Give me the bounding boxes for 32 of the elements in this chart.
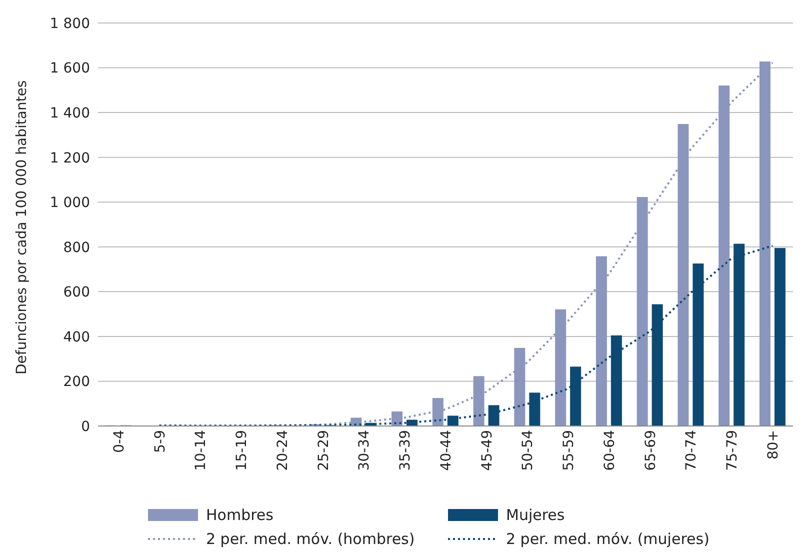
legend-label: 2 per. med. móv. (mujeres) [506,530,710,548]
x-tick-label: 35-39 [398,430,414,471]
x-tick-label: 5-9 [152,430,168,453]
x-tick-label: 50-54 [520,430,536,471]
y-tick-label: 0 [81,418,90,435]
y-tick-label: 1 400 [50,106,90,122]
x-tick-label: 30-34 [356,430,373,471]
legend-label: Mujeres [506,506,565,524]
x-tick-label: 40-44 [438,430,454,471]
x-tick-label: 20-24 [274,430,291,471]
x-tick-label: 15-19 [234,430,250,471]
x-tick-label: 10-14 [193,430,210,471]
y-tick-label: 200 [63,374,90,390]
legend-label: Hombres [206,506,274,524]
y-tick-label: 400 [63,329,90,346]
x-tick-label: 60-64 [602,430,618,471]
y-tick-label: 800 [63,240,90,256]
x-tick-label: 80+ [766,430,782,460]
y-tick-label: 1 200 [50,150,90,166]
y-tick-label: 600 [63,284,90,301]
x-tick-label: 55-59 [561,430,578,471]
x-tick-label: 65-69 [642,430,659,471]
x-tick-label: 25-29 [316,430,332,471]
y-axis-title: Defunciones por cada 100 000 habitantes [14,80,30,374]
y-tick-label: 1 800 [50,16,90,32]
legend-label: 2 per. med. móv. (hombres) [206,530,415,548]
y-tick-label: 1 000 [50,195,90,212]
y-tick-label: 1 600 [50,60,90,77]
x-tick-label: 70-74 [684,430,700,471]
x-tick-label: 0-4 [111,430,128,453]
x-tick-label: 45-49 [479,430,496,471]
x-tick-label: 75-79 [724,430,741,471]
